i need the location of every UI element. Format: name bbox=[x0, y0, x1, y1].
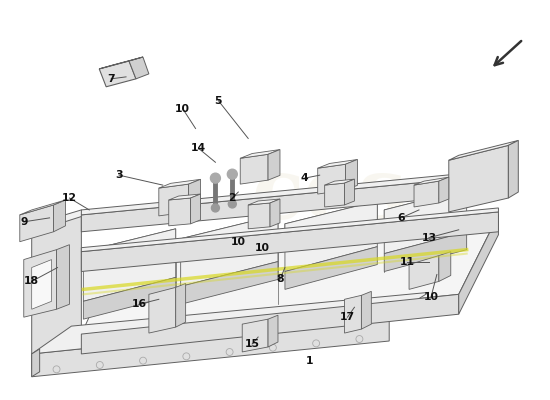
Polygon shape bbox=[384, 189, 466, 228]
Text: 15: 15 bbox=[245, 339, 260, 349]
Polygon shape bbox=[439, 252, 451, 282]
Polygon shape bbox=[175, 284, 186, 327]
Polygon shape bbox=[270, 199, 280, 227]
Text: 16: 16 bbox=[131, 299, 146, 309]
Text: 3: 3 bbox=[116, 170, 123, 180]
Polygon shape bbox=[324, 183, 344, 207]
Text: 14: 14 bbox=[191, 143, 206, 153]
Polygon shape bbox=[285, 201, 377, 272]
Polygon shape bbox=[20, 200, 65, 215]
Polygon shape bbox=[242, 319, 268, 352]
Text: 17: 17 bbox=[340, 312, 355, 322]
Text: 10: 10 bbox=[231, 237, 246, 247]
Polygon shape bbox=[285, 247, 377, 289]
Polygon shape bbox=[32, 215, 81, 369]
Text: 10: 10 bbox=[424, 292, 438, 302]
Text: 5: 5 bbox=[214, 96, 222, 106]
Text: 12: 12 bbox=[62, 193, 77, 203]
Polygon shape bbox=[20, 205, 53, 242]
Polygon shape bbox=[81, 215, 498, 334]
Polygon shape bbox=[84, 229, 175, 301]
Circle shape bbox=[228, 200, 236, 208]
Polygon shape bbox=[268, 315, 278, 347]
Text: 11: 11 bbox=[400, 256, 415, 266]
Polygon shape bbox=[384, 189, 466, 254]
Polygon shape bbox=[414, 177, 449, 185]
Polygon shape bbox=[84, 229, 175, 270]
Polygon shape bbox=[361, 291, 371, 329]
Polygon shape bbox=[99, 61, 136, 87]
Polygon shape bbox=[180, 215, 278, 286]
Polygon shape bbox=[81, 294, 459, 354]
Polygon shape bbox=[24, 250, 57, 317]
Text: 7: 7 bbox=[107, 74, 115, 84]
Text: a passion: a passion bbox=[293, 238, 386, 257]
Text: 18: 18 bbox=[24, 276, 39, 286]
Polygon shape bbox=[449, 145, 508, 212]
Polygon shape bbox=[345, 160, 358, 190]
Polygon shape bbox=[439, 177, 449, 203]
Polygon shape bbox=[180, 262, 278, 304]
Text: 1: 1 bbox=[306, 356, 313, 366]
Text: 9: 9 bbox=[20, 217, 28, 227]
Polygon shape bbox=[99, 57, 143, 69]
Polygon shape bbox=[414, 181, 439, 207]
Polygon shape bbox=[285, 201, 377, 242]
Polygon shape bbox=[159, 179, 201, 188]
Circle shape bbox=[227, 169, 237, 179]
Polygon shape bbox=[180, 215, 278, 257]
Polygon shape bbox=[53, 200, 65, 232]
Polygon shape bbox=[384, 232, 466, 272]
Polygon shape bbox=[449, 140, 518, 160]
Polygon shape bbox=[32, 349, 40, 377]
Text: 10: 10 bbox=[255, 243, 270, 253]
Polygon shape bbox=[81, 178, 466, 232]
Polygon shape bbox=[324, 179, 354, 185]
Polygon shape bbox=[81, 212, 498, 272]
Polygon shape bbox=[32, 292, 429, 354]
Text: 4: 4 bbox=[301, 173, 309, 183]
Polygon shape bbox=[344, 179, 354, 205]
Polygon shape bbox=[268, 150, 280, 180]
Polygon shape bbox=[240, 150, 280, 158]
Polygon shape bbox=[240, 154, 268, 184]
Text: 2: 2 bbox=[228, 193, 236, 203]
Polygon shape bbox=[32, 210, 84, 232]
Text: 13: 13 bbox=[421, 233, 437, 243]
Text: for spares: for spares bbox=[324, 260, 394, 274]
Polygon shape bbox=[248, 203, 270, 229]
Polygon shape bbox=[84, 278, 175, 319]
Text: 6: 6 bbox=[397, 213, 405, 223]
Polygon shape bbox=[32, 260, 52, 309]
Circle shape bbox=[211, 204, 219, 212]
Polygon shape bbox=[248, 199, 280, 205]
Polygon shape bbox=[57, 245, 69, 309]
Polygon shape bbox=[318, 164, 345, 194]
Polygon shape bbox=[32, 317, 389, 377]
Polygon shape bbox=[318, 160, 358, 168]
Polygon shape bbox=[459, 215, 498, 314]
Polygon shape bbox=[508, 140, 518, 198]
Polygon shape bbox=[169, 194, 201, 200]
Polygon shape bbox=[409, 256, 439, 289]
Polygon shape bbox=[81, 173, 466, 215]
Polygon shape bbox=[149, 287, 175, 333]
Polygon shape bbox=[191, 194, 201, 224]
Polygon shape bbox=[189, 179, 201, 212]
Polygon shape bbox=[129, 57, 149, 79]
Text: 8: 8 bbox=[276, 274, 284, 284]
Polygon shape bbox=[344, 295, 361, 333]
Polygon shape bbox=[159, 184, 189, 216]
Text: ces: ces bbox=[252, 153, 408, 237]
Circle shape bbox=[211, 173, 221, 183]
Polygon shape bbox=[81, 208, 498, 252]
Text: 10: 10 bbox=[175, 104, 190, 114]
Polygon shape bbox=[169, 198, 191, 226]
